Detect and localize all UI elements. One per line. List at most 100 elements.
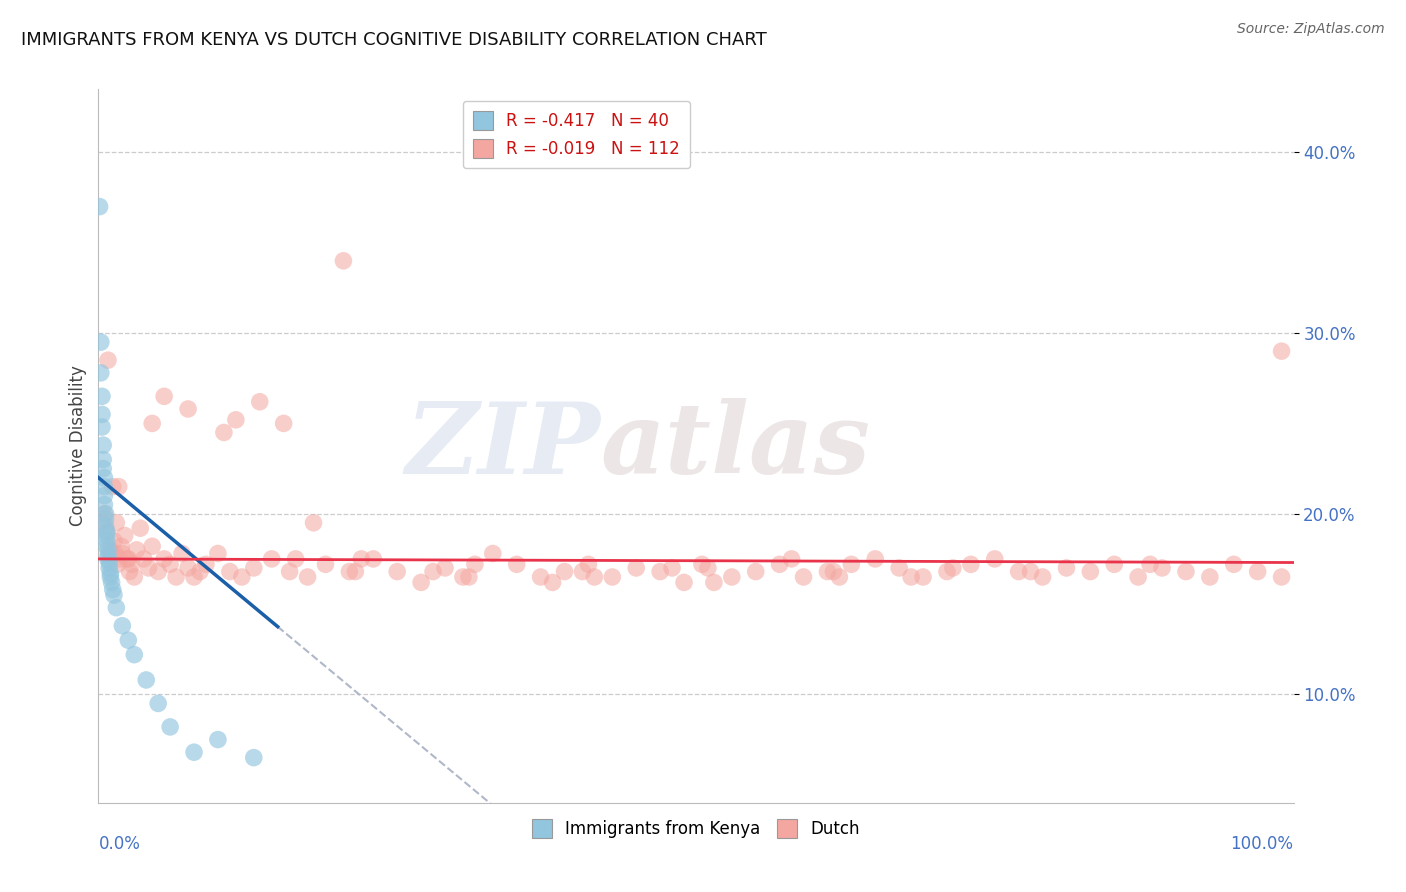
Point [114, 528, 136, 542]
Point [481, 547, 505, 561]
Point [94, 507, 117, 521]
Point [697, 561, 720, 575]
Point [101, 480, 124, 494]
Point [1271, 570, 1294, 584]
Point [823, 565, 845, 579]
Point [332, 253, 354, 268]
Point [1008, 565, 1031, 579]
Point [177, 401, 200, 416]
Point [177, 561, 200, 575]
Point [768, 558, 790, 572]
Point [141, 417, 163, 431]
Point [91, 516, 114, 530]
Point [96, 528, 118, 542]
Point [1032, 570, 1054, 584]
Point [1056, 561, 1078, 575]
Point [138, 561, 160, 575]
Point [148, 697, 170, 711]
Point [100, 575, 122, 590]
Point [96, 539, 118, 553]
Point [90, 366, 112, 380]
Point [153, 552, 176, 566]
Point [780, 552, 803, 566]
Point [93, 470, 115, 484]
Point [97, 552, 120, 566]
Point [350, 552, 373, 566]
Point [841, 558, 863, 572]
Point [889, 561, 911, 575]
Point [97, 542, 120, 557]
Point [1247, 565, 1270, 579]
Point [153, 389, 176, 403]
Text: Source: ZipAtlas.com: Source: ZipAtlas.com [1237, 22, 1385, 37]
Point [97, 353, 120, 368]
Point [1080, 565, 1102, 579]
Point [117, 633, 139, 648]
Point [183, 570, 205, 584]
Point [121, 558, 143, 572]
Point [188, 565, 211, 579]
Point [207, 547, 229, 561]
Point [129, 521, 152, 535]
Point [212, 425, 235, 440]
Point [793, 570, 815, 584]
Point [108, 552, 131, 566]
Point [690, 558, 713, 572]
Point [96, 524, 118, 539]
Point [97, 549, 120, 563]
Point [339, 565, 361, 579]
Point [159, 720, 181, 734]
Point [673, 575, 696, 590]
Point [105, 600, 128, 615]
Point [865, 552, 887, 566]
Point [273, 417, 295, 431]
Point [434, 561, 457, 575]
Point [91, 408, 114, 422]
Point [1104, 558, 1126, 572]
Point [91, 389, 114, 403]
Point [148, 565, 170, 579]
Point [284, 552, 307, 566]
Point [626, 561, 648, 575]
Point [103, 533, 125, 548]
Point [1128, 570, 1150, 584]
Point [1271, 344, 1294, 359]
Point [602, 570, 624, 584]
Text: atlas: atlas [600, 398, 870, 494]
Point [297, 570, 319, 584]
Point [111, 547, 134, 561]
Text: IMMIGRANTS FROM KENYA VS DUTCH COGNITIVE DISABILITY CORRELATION CHART: IMMIGRANTS FROM KENYA VS DUTCH COGNITIVE… [21, 31, 766, 49]
Point [828, 570, 851, 584]
Point [815, 565, 838, 579]
Point [1199, 570, 1222, 584]
Point [1139, 558, 1161, 572]
Point [93, 507, 115, 521]
Point [96, 533, 118, 548]
Point [344, 565, 367, 579]
Point [225, 413, 247, 427]
Point [554, 565, 576, 579]
Point [648, 565, 672, 579]
Point [302, 516, 325, 530]
Point [541, 575, 564, 590]
Point [125, 542, 148, 557]
Point [260, 552, 283, 566]
Point [90, 335, 112, 350]
Point [721, 570, 744, 584]
Point [942, 561, 965, 575]
Point [249, 394, 271, 409]
Point [195, 558, 218, 572]
Point [111, 619, 134, 633]
Point [172, 547, 194, 561]
Y-axis label: Cognitive Disability: Cognitive Disability [69, 366, 87, 526]
Point [231, 570, 253, 584]
Point [464, 558, 486, 572]
Point [385, 565, 409, 579]
Point [141, 539, 163, 553]
Point [110, 539, 132, 553]
Point [101, 582, 124, 597]
Point [363, 552, 385, 566]
Point [243, 750, 266, 764]
Point [165, 570, 187, 584]
Point [960, 558, 983, 572]
